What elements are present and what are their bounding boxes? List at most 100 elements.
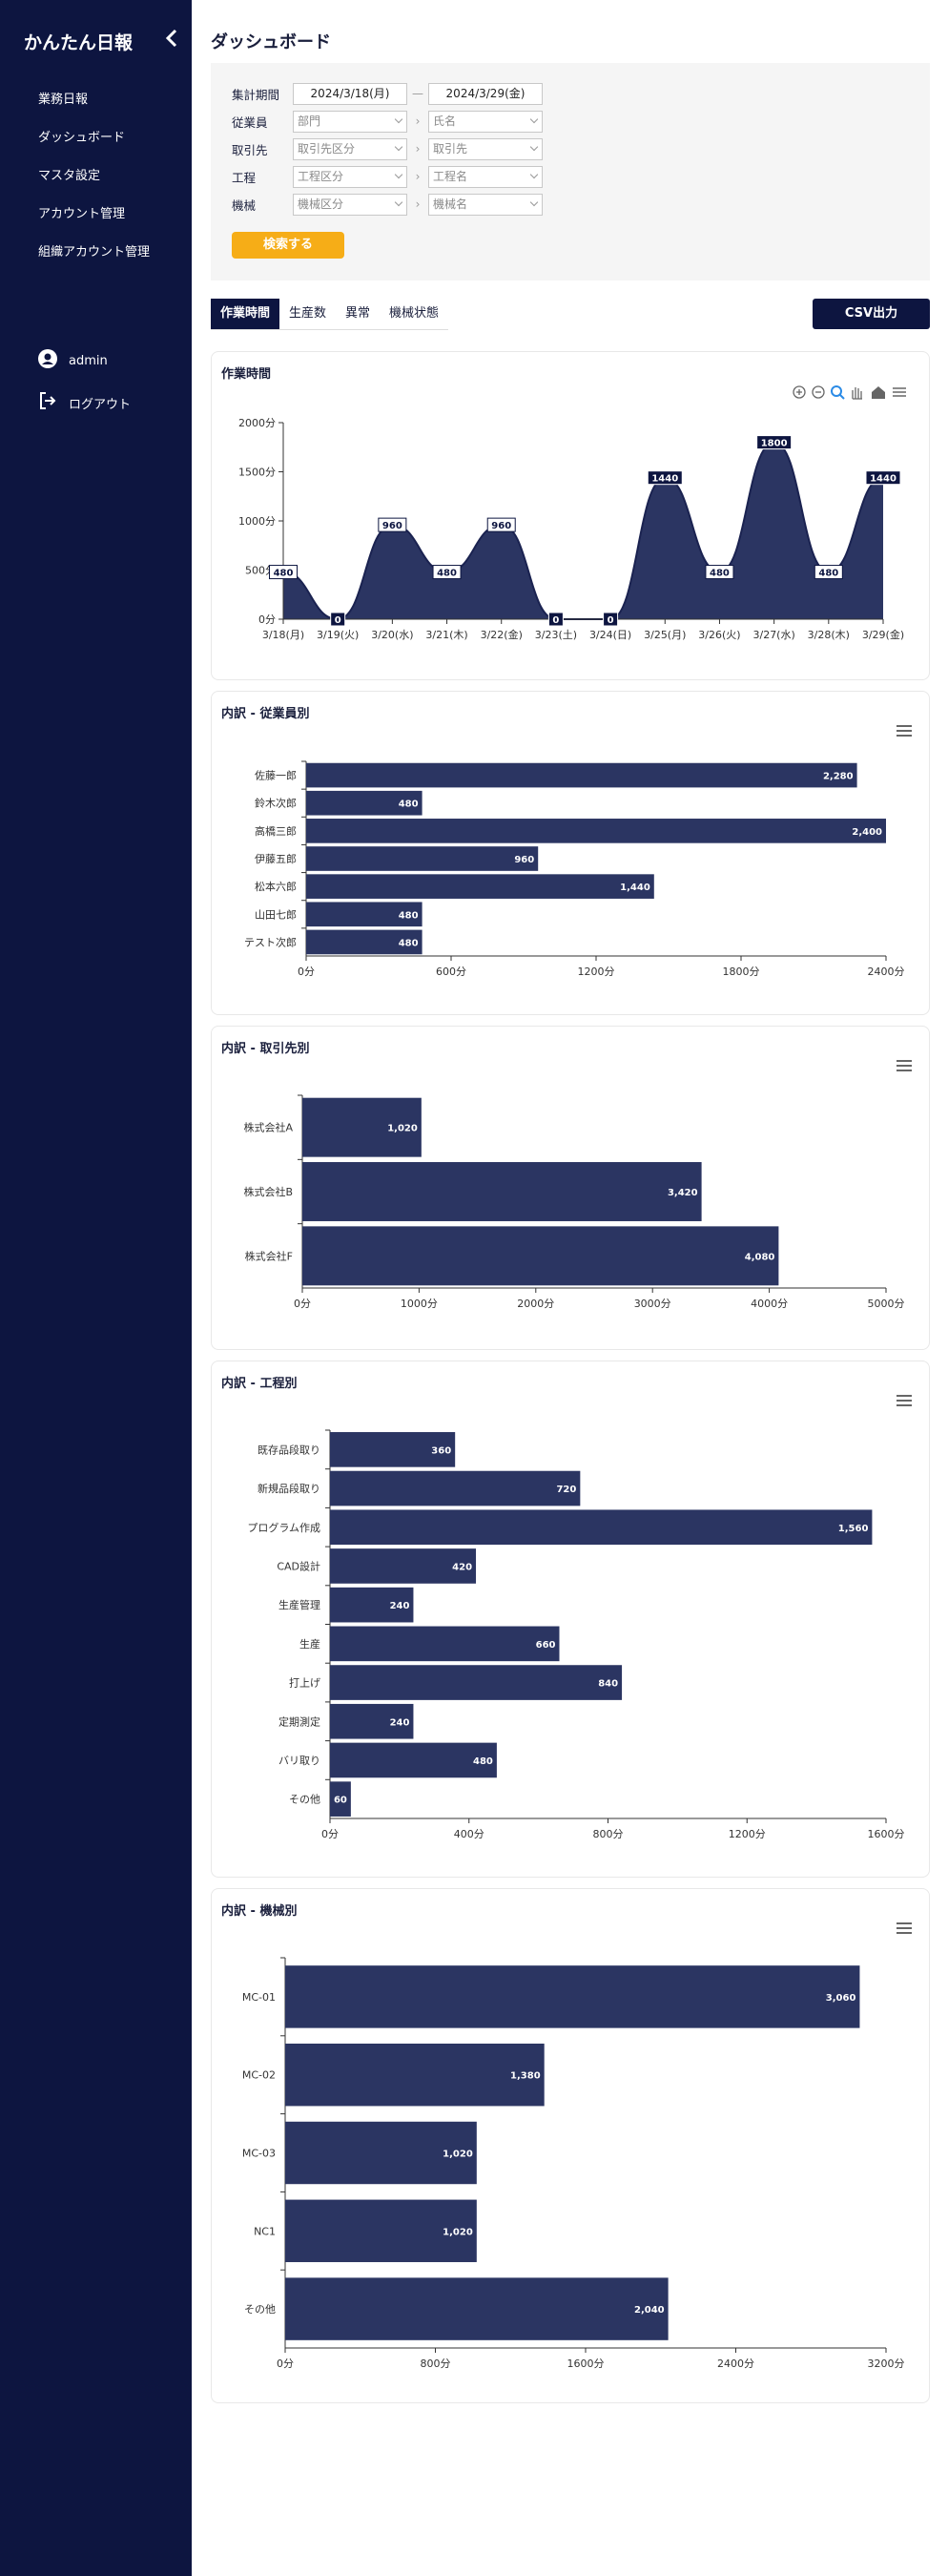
data-label: 660	[536, 1640, 556, 1651]
client-category-select[interactable]: 取引先区分	[293, 137, 407, 160]
machine-name-select[interactable]: 機械名	[428, 193, 543, 216]
bar	[306, 846, 539, 871]
x-tick-label: 3/29(金)	[862, 628, 904, 641]
data-label: 1,380	[510, 2071, 541, 2082]
data-label: 960	[514, 855, 534, 865]
category-label: 伊藤五郎	[255, 852, 297, 865]
sidebar-item-dashboard[interactable]: ダッシュボード	[38, 131, 126, 145]
department-select[interactable]: 部門	[293, 110, 407, 133]
sidebar-item-daily-report[interactable]: 業務日報	[38, 93, 89, 107]
bar	[285, 2277, 669, 2340]
bar	[302, 1162, 702, 1221]
data-label: 480	[274, 569, 294, 579]
sidebar-item-master-settings[interactable]: マスタ設定	[38, 169, 101, 183]
filter-label-process: 工程	[232, 170, 257, 185]
zoom-in-icon[interactable]	[793, 385, 806, 399]
data-label: 480	[399, 938, 419, 948]
x-tick-label: 0分	[277, 2358, 294, 2370]
data-label: 960	[382, 521, 402, 531]
chart-menu-icon[interactable]	[896, 725, 912, 737]
category-label: CAD設計	[277, 1559, 320, 1572]
magnify-icon[interactable]	[831, 385, 845, 400]
chart-card-client: 内訳 - 取引先別 株式会社A 1,020 株式会社B 3,420 株式会社F 4,080…	[211, 1026, 930, 1350]
sidebar-item-org-account-management[interactable]: 組織アカウント管理	[38, 245, 151, 260]
data-label: 2,040	[634, 2305, 665, 2316]
category-label: 松本六郎	[255, 880, 297, 893]
data-label: 1,440	[620, 883, 650, 893]
bar	[330, 1509, 873, 1546]
csv-export-button[interactable]: CSV出力	[813, 299, 930, 329]
chart-menu-icon[interactable]	[896, 1395, 912, 1406]
date-to-input[interactable]: 2024/3/29(金)	[428, 82, 543, 105]
data-label: 0	[552, 615, 559, 626]
tab-production[interactable]: 生産数	[289, 306, 327, 321]
data-label: 480	[399, 910, 419, 921]
data-label: 480	[710, 569, 730, 579]
tab-anomaly[interactable]: 異常	[345, 306, 371, 321]
process-category-select[interactable]: 工程区分	[293, 165, 407, 188]
filter-row-machine: 機械 機械区分 › 機械名	[232, 193, 543, 216]
collapse-sidebar-icon[interactable]	[162, 27, 181, 50]
data-label-box	[705, 565, 734, 580]
bar	[306, 819, 886, 843]
data-label: 1,560	[838, 1524, 869, 1534]
sidebar-item-account-management[interactable]: アカウント管理	[38, 207, 126, 221]
user-menu[interactable]: admin	[38, 349, 108, 372]
chart-menu-icon[interactable]	[893, 387, 906, 397]
y-tick-label: 500分	[245, 565, 276, 577]
x-tick-label: 2400分	[868, 966, 905, 978]
data-label-box	[547, 612, 564, 627]
category-label: 定期測定	[278, 1714, 320, 1728]
category-label: プログラム作成	[247, 1521, 320, 1534]
category-label: 生産管理	[278, 1598, 320, 1611]
process-bar-chart: 既存品段取り 360 新規品段取り 720 プログラム作成 1,560 CAD設計 420 生産…	[247, 1429, 905, 1840]
x-tick-label: 3/18(月)	[262, 629, 304, 641]
x-tick-label: 2400分	[717, 2358, 754, 2370]
tab-work-time[interactable]: 作業時間	[211, 299, 280, 329]
data-label: 3,060	[826, 1993, 856, 2004]
bar	[330, 1665, 623, 1700]
chart-menu-icon[interactable]	[896, 1060, 912, 1071]
data-label: 1,020	[443, 2227, 473, 2237]
x-tick-label: 3/27(水)	[752, 629, 794, 641]
chart-menu-icon[interactable]	[896, 1922, 912, 1934]
filter-row-client: 取引先 取引先区分 › 取引先	[232, 137, 543, 160]
x-tick-label: 3/19(火)	[317, 629, 359, 641]
zoom-out-icon[interactable]	[812, 385, 825, 399]
process-name-select[interactable]: 工程名	[428, 165, 543, 188]
logout-label: ログアウト	[69, 397, 132, 412]
search-button[interactable]: 検索する	[232, 232, 344, 259]
tab-machine-status[interactable]: 機械状態	[389, 306, 440, 321]
category-label: 株式会社A	[243, 1121, 293, 1134]
category-label: 鈴木次郎	[255, 797, 297, 810]
user-name: admin	[69, 353, 108, 368]
data-label: 2,280	[823, 772, 854, 782]
client-select[interactable]: 取引先	[428, 137, 543, 160]
data-label: 720	[556, 1485, 576, 1495]
home-icon[interactable]	[872, 386, 885, 399]
x-tick-label: 3/21(木)	[425, 629, 467, 641]
filter-row-period: 集計期間 2024/3/18(月) — 2024/3/29(金)	[232, 82, 543, 105]
chart-title: 内訳 - 機械別	[221, 1904, 298, 1919]
machine-category-select[interactable]: 機械区分	[293, 193, 407, 216]
chart-card-machine: 内訳 - 機械別 MC-01 3,060 MC-02 1,380 MC-03 1,020 N…	[211, 1888, 930, 2403]
bar	[285, 2121, 477, 2185]
bar	[302, 1097, 422, 1157]
data-label: 480	[473, 1756, 493, 1767]
x-tick-label: 3/22(金)	[481, 628, 523, 641]
category-label: その他	[244, 2303, 276, 2316]
data-label: 0	[335, 615, 341, 626]
category-label: MC-01	[242, 1991, 276, 2004]
data-label: 240	[390, 1601, 410, 1611]
machine-bar-chart: MC-01 3,060 MC-02 1,380 MC-03 1,020 NC1 1,020 その…	[242, 1957, 905, 2370]
data-label-box	[330, 612, 346, 627]
x-tick-label: 3/28(木)	[808, 629, 850, 641]
date-from-input[interactable]: 2024/3/18(月)	[293, 82, 407, 105]
chevron-right-icon: ›	[415, 114, 421, 128]
filter-row-process: 工程 工程区分 › 工程名	[232, 165, 543, 188]
pan-hand-icon[interactable]	[852, 387, 862, 400]
filter-panel: 集計期間 2024/3/18(月) — 2024/3/29(金) 従業員 部門 …	[211, 63, 930, 280]
x-tick-label: 2000分	[517, 1298, 554, 1310]
employee-name-select[interactable]: 氏名	[428, 110, 543, 133]
logout-button[interactable]: ログアウト	[38, 391, 131, 414]
